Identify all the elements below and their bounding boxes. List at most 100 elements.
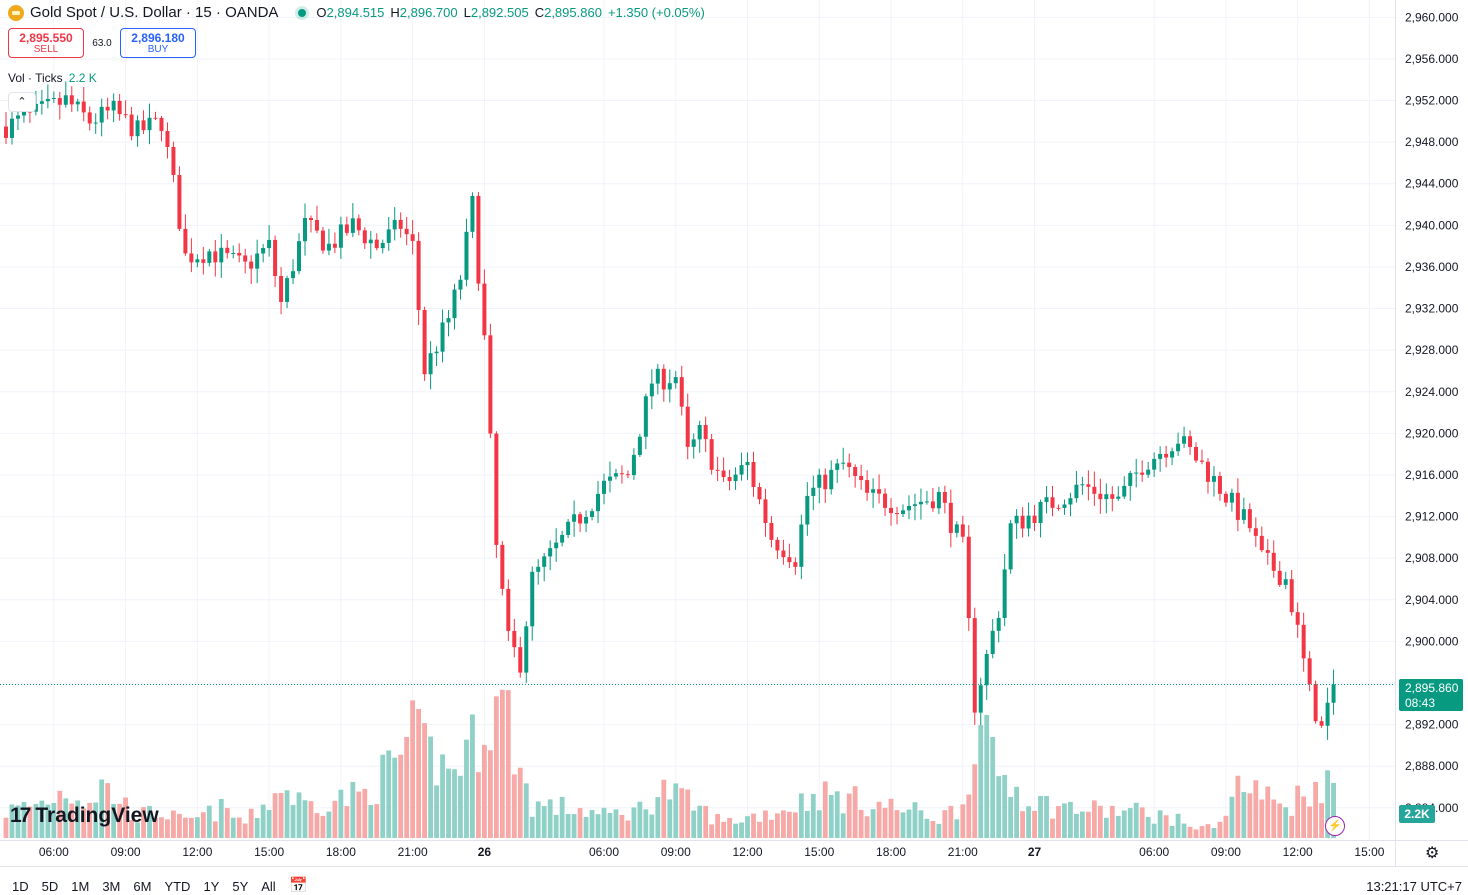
candle-body [572, 514, 577, 522]
candle-body [428, 353, 433, 375]
candle-body [117, 100, 122, 115]
range-6m[interactable]: 6M [133, 879, 152, 894]
candle-body [584, 516, 589, 524]
utc-clock[interactable]: 13:21:17 UTC+7 [1366, 879, 1462, 894]
volume-bar [147, 805, 152, 838]
x-tick-label: 12:00 [1283, 845, 1313, 859]
volume-bar [1205, 824, 1211, 838]
range-all[interactable]: All [261, 879, 276, 894]
sell-button[interactable]: 2,895.550 SELL [8, 28, 84, 58]
candle-body [392, 219, 397, 230]
range-5d[interactable]: 5D [41, 879, 59, 894]
candle-body [631, 454, 636, 476]
candle-body [464, 231, 469, 280]
range-ytd[interactable]: YTD [164, 879, 191, 894]
range-5y[interactable]: 5Y [232, 879, 249, 894]
candle-body [739, 465, 744, 475]
volume-bar [1050, 818, 1055, 838]
volume-bar [1199, 826, 1205, 838]
candle-body [1104, 494, 1109, 500]
volume-bar [1115, 815, 1121, 838]
candle-body [918, 501, 923, 505]
candle-body [512, 630, 517, 648]
candle-body [685, 406, 690, 447]
y-tick-label: 2,952.000 [1405, 94, 1459, 108]
candle-body [661, 368, 666, 390]
y-tick-label: 2,928.000 [1405, 343, 1459, 357]
candle-body [243, 255, 248, 262]
volume-bar [1211, 828, 1217, 838]
volume-bar [1062, 803, 1067, 838]
y-tick-label: 2,956.000 [1405, 52, 1459, 66]
candle-body [362, 230, 367, 244]
volume-bar [697, 805, 703, 838]
chevron-up-icon[interactable]: ⌃ [8, 92, 36, 112]
volume-bar [1259, 799, 1265, 838]
volume-bar [188, 817, 194, 838]
range-3m[interactable]: 3M [102, 879, 121, 894]
x-tick-label: 18:00 [876, 845, 906, 859]
volume-bar [559, 796, 565, 838]
volume-bar [517, 767, 523, 838]
volume-bar [858, 809, 864, 838]
volume-bar [619, 814, 625, 838]
x-tick-label: 27 [1028, 845, 1042, 859]
candle-body [303, 217, 307, 242]
volume-bar [1181, 823, 1187, 838]
price-chart[interactable]: 2,960.000 2,956.000 2,952.000 2,948.000 2,94… [0, 0, 1468, 866]
calendar-goto-icon[interactable]: 📅 [289, 877, 308, 894]
volume-bar [1217, 821, 1223, 838]
range-1d[interactable]: 1D [12, 879, 29, 894]
volume-legend[interactable]: Vol · Ticks 2.2 K [8, 71, 97, 85]
volume-bar [1241, 792, 1247, 838]
candle-body [1301, 624, 1306, 659]
volume-bar [1313, 781, 1319, 838]
range-1y[interactable]: 1Y [203, 879, 220, 894]
volume-bar [320, 815, 326, 838]
candle-body [21, 111, 26, 116]
candle-body [607, 476, 612, 481]
x-tick-label: 06:00 [589, 845, 619, 859]
time-axis[interactable]: 06:00 09:00 12:00 15:00 18:00 21:00 26 06:00 09:… [39, 845, 1385, 859]
volume-bar [781, 810, 786, 838]
candle-body [279, 275, 284, 302]
volume-bar [607, 812, 613, 838]
candle-body [398, 219, 403, 229]
x-tick-label: 26 [478, 845, 492, 859]
symbol-title[interactable]: Gold Spot / U.S. Dollar · 15 · OANDA [30, 4, 279, 21]
bolt-icon[interactable]: ⚡ [1325, 816, 1345, 836]
candle-body [494, 433, 499, 545]
volume-bar [547, 799, 553, 838]
y-tick-label: 2,920.000 [1405, 426, 1459, 440]
volume-bar [1253, 780, 1259, 838]
tradingview-logo[interactable]: 17 TradingView [10, 804, 159, 828]
gear-icon[interactable]: ⚙ [1425, 845, 1440, 862]
candle-body [643, 396, 648, 437]
candle-body [39, 101, 44, 104]
volume-bar [505, 690, 511, 838]
candle-body [165, 131, 170, 148]
range-1m[interactable]: 1M [71, 879, 90, 894]
volume-bar [541, 806, 547, 838]
volume-bar [523, 783, 529, 838]
x-tick-label: 06:00 [39, 845, 69, 859]
volume-bar [458, 775, 463, 838]
candle-body [470, 195, 475, 232]
volume-bar [33, 803, 39, 838]
volume-bar [816, 810, 822, 838]
volume-bar [1175, 813, 1181, 838]
volume-bar [583, 816, 589, 838]
volume-bar [434, 785, 439, 838]
candle-body [542, 556, 547, 567]
y-tick-label: 2,932.000 [1405, 302, 1459, 316]
volume-bar [482, 744, 487, 838]
candle-body [171, 147, 176, 175]
y-tick-label: 2,916.000 [1405, 468, 1459, 482]
candle-body [990, 630, 995, 654]
ohlc-change: +1.350 (+0.05%) [607, 5, 705, 20]
candle-body [135, 120, 140, 137]
volume-bar [308, 801, 314, 838]
price-axis[interactable]: 2,960.000 2,956.000 2,952.000 2,948.000 2,94… [1405, 10, 1459, 814]
volume-bar [392, 757, 398, 838]
buy-button[interactable]: 2,896.180 BUY [120, 28, 196, 58]
